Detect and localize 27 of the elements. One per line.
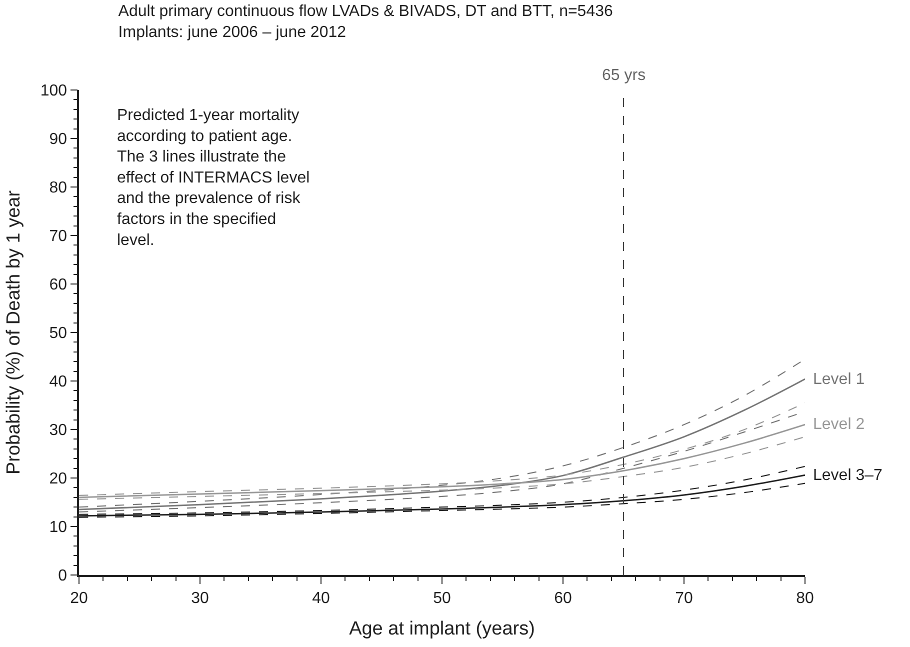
y-tick-label: 100 — [40, 82, 68, 100]
x-tick-label: 30 — [191, 590, 209, 607]
y-tick-label: 90 — [49, 131, 68, 148]
y-tick-label: 10 — [49, 519, 68, 536]
x-tick-label: 20 — [70, 590, 88, 607]
x-tick-label: 50 — [433, 590, 451, 607]
x-axis-title: Age at implant (years) — [349, 618, 535, 640]
y-tick-label: 20 — [49, 470, 68, 488]
y-tick-label: 80 — [49, 180, 68, 197]
y-tick-label: 50 — [49, 325, 68, 342]
y-axis-title: Probability (%) of Death by 1 year — [4, 190, 25, 475]
series-label: Level 1 — [813, 371, 865, 388]
y-tick-label: 70 — [49, 228, 68, 246]
ref-line-label: 65 yrs — [602, 67, 646, 84]
chart-title: Adult primary continuous flow LVADs & BIVADS, DT and BTT, n=5436 — [118, 3, 614, 20]
annotation: Predicted 1-year mortality according to patient age. The 3 lines illustrate the effect of INTERMACS level and the prevalence of risk factors in the specified level. — [117, 107, 310, 249]
y-tick-label: 0 — [58, 568, 68, 585]
series-label: Level 3–7 — [813, 467, 882, 484]
chart-subtitle: Implants: june 2006 – june 2012 — [118, 24, 346, 41]
y-tick-label: 30 — [49, 422, 68, 440]
x-tick-label: 80 — [796, 590, 814, 607]
y-tick-label: 60 — [49, 276, 68, 294]
x-tick-label: 60 — [554, 590, 572, 607]
x-tick-label: 70 — [675, 590, 693, 607]
series-label: Level 2 — [813, 416, 865, 433]
y-tick-label: 40 — [49, 374, 68, 391]
x-tick-label: 40 — [312, 590, 330, 607]
